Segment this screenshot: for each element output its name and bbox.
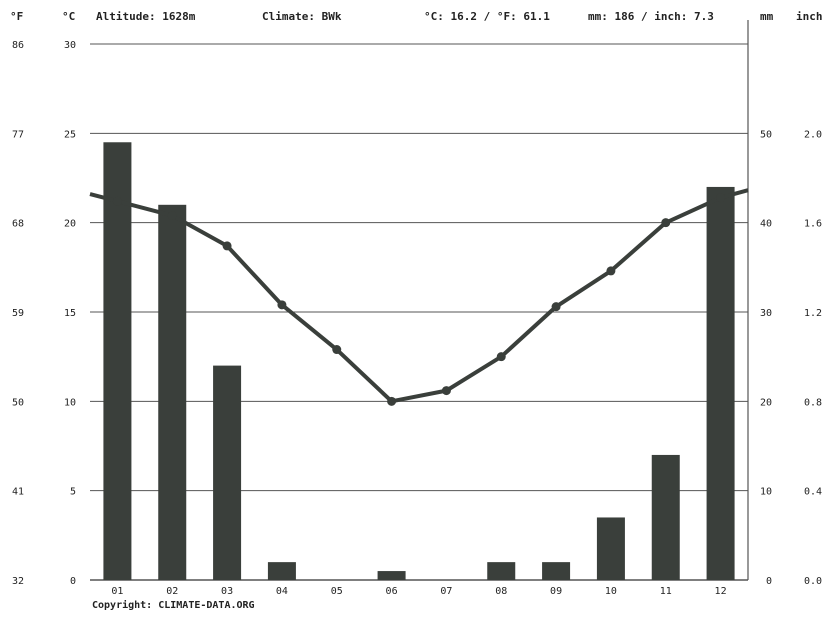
x-tick-label: 12 [715, 586, 727, 597]
temperature-point [387, 396, 397, 406]
y-tick-f-label: 68 [12, 219, 24, 230]
precipitation-bar [596, 517, 625, 580]
temperature-point [222, 241, 232, 251]
temperature-point [606, 266, 616, 276]
precipitation-bar [706, 186, 735, 580]
y-tick-f-label: 59 [12, 308, 24, 319]
temperature-point [716, 193, 726, 203]
annual-precip-label: mm: 186 / inch: 7.3 [588, 10, 714, 23]
y-tick-f-label: 50 [12, 397, 24, 408]
y-tick-mm-label: 40 [760, 219, 772, 230]
x-tick-label: 04 [276, 586, 288, 597]
y-tick-mm-label: 0 [766, 576, 772, 587]
precipitation-bar [103, 142, 132, 580]
unit-inch-label: inch [796, 10, 823, 23]
precipitation-bar [267, 562, 296, 580]
temperature-point [112, 196, 122, 206]
temperature-point [441, 386, 451, 396]
temperature-point [661, 218, 671, 228]
y-tick-mm-label: 30 [760, 308, 772, 319]
unit-f-label: °F [10, 10, 24, 23]
x-tick-label: 06 [386, 586, 398, 597]
y-tick-c-label: 5 [70, 487, 76, 498]
temperature-line [89, 188, 749, 404]
x-tick-label: 07 [440, 586, 452, 597]
y-tick-c-label: 10 [64, 397, 76, 408]
temperature-point [167, 211, 177, 221]
y-tick-c-label: 30 [64, 40, 76, 51]
y-tick-c-label: 0 [70, 576, 76, 587]
unit-c-label: °C [62, 10, 76, 23]
x-tick-label: 08 [495, 586, 507, 597]
y-tick-inch-label: 2.0 [804, 129, 822, 140]
x-tick-label: 05 [331, 586, 343, 597]
y-tick-f-label: 41 [12, 487, 24, 498]
y-tick-inch-label: 1.6 [804, 219, 822, 230]
precipitation-bar [651, 454, 680, 580]
precipitation-bar [158, 204, 187, 581]
climate-label: Climate: BWk [262, 10, 342, 23]
precipitation-bar [213, 365, 242, 580]
temperature-point [551, 302, 561, 312]
y-tick-c-label: 25 [64, 129, 76, 140]
y-tick-mm-label: 10 [760, 487, 772, 498]
x-tick-label: 09 [550, 586, 562, 597]
x-tick-label: 11 [660, 586, 672, 597]
y-tick-mm-label: 50 [760, 129, 772, 140]
precipitation-bar [377, 571, 406, 580]
y-tick-inch-label: 0.8 [804, 397, 822, 408]
y-tick-c-label: 15 [64, 308, 76, 319]
temperature-point [496, 352, 506, 362]
y-tick-inch-label: 1.2 [804, 308, 822, 319]
y-tick-f-label: 77 [12, 129, 24, 140]
precipitation-bar [487, 562, 516, 580]
copyright-text: Copyright: CLIMATE-DATA.ORG [92, 600, 255, 611]
temperature-point [332, 345, 342, 355]
altitude-label: Altitude: 1628m [96, 10, 196, 23]
temperature-point [277, 300, 287, 310]
x-tick-label: 02 [166, 586, 178, 597]
y-tick-f-label: 86 [12, 40, 24, 51]
precipitation-bar [542, 562, 571, 580]
unit-mm-label: mm [760, 10, 774, 23]
annual-temp-label: °C: 16.2 / °F: 61.1 [424, 10, 550, 23]
y-tick-inch-label: 0.0 [804, 576, 822, 587]
x-tick-label: 03 [221, 586, 233, 597]
x-tick-label: 01 [111, 586, 123, 597]
y-tick-f-label: 32 [12, 576, 24, 587]
y-tick-mm-label: 20 [760, 397, 772, 408]
y-tick-c-label: 20 [64, 219, 76, 230]
x-tick-label: 10 [605, 586, 617, 597]
y-tick-inch-label: 0.4 [804, 487, 822, 498]
